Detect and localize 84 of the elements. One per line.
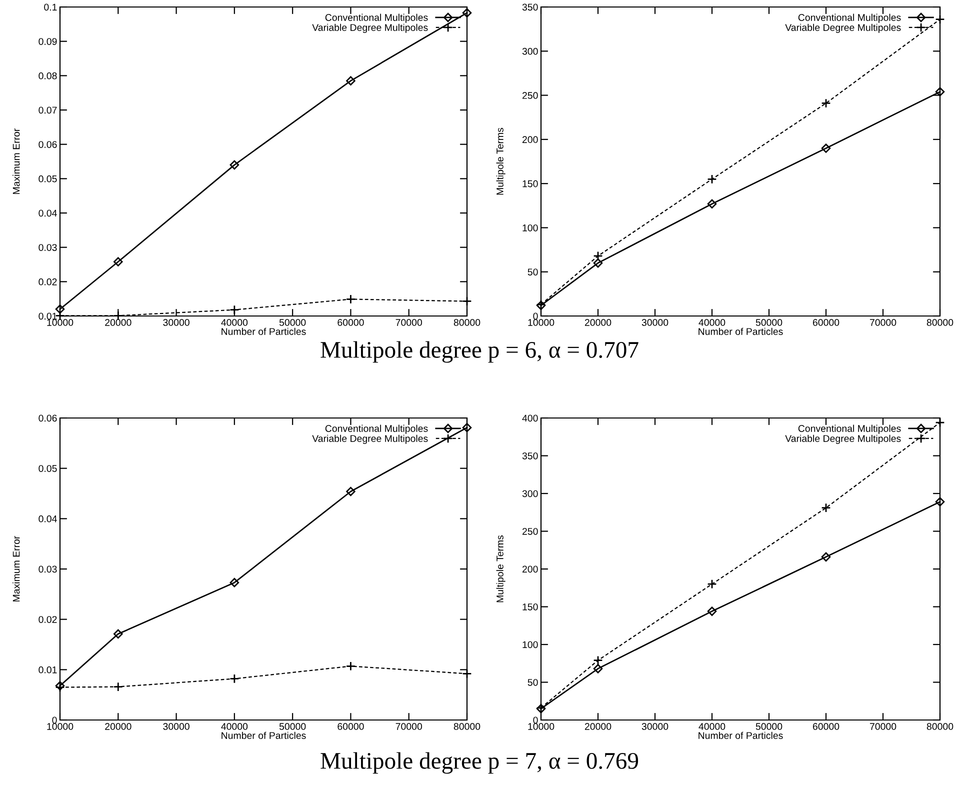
y-tick-label: 0.02 — [38, 278, 57, 286]
x-tick-label: 70000 — [870, 319, 896, 326]
y-tick-label: 0.06 — [38, 141, 57, 148]
y-tick-label: 200 — [522, 136, 538, 144]
x-tick-label: 40000 — [698, 723, 726, 730]
y-axis-title: Maximum Error — [12, 536, 20, 602]
legend-label: Variable Degree Multipoles — [312, 24, 428, 33]
x-tick-label: 70000 — [396, 319, 422, 326]
x-tick-label: 40000 — [221, 723, 248, 730]
x-tick-label: 20000 — [105, 723, 132, 730]
x-axis-title: Number of Particles — [698, 732, 783, 739]
x-tick-label: 50000 — [756, 723, 782, 730]
y-tick-label: 300 — [522, 48, 538, 55]
y-tick-label: 0.09 — [38, 38, 57, 45]
y-tick-label: 350 — [522, 452, 538, 460]
y-tick-label: 50 — [528, 268, 538, 276]
x-tick-label: 40000 — [221, 319, 248, 326]
y-tick-label: 100 — [522, 641, 538, 648]
x-tick-label: 30000 — [642, 723, 668, 730]
x-tick-label: 80000 — [454, 723, 480, 730]
legend-label: Variable Degree Multipoles — [785, 434, 901, 444]
x-axis-title: Number of Particles — [698, 328, 783, 335]
legend-label: Conventional Multipoles — [798, 424, 901, 434]
x-tick-label: 20000 — [584, 723, 612, 730]
x-tick-label: 50000 — [279, 319, 306, 326]
x-tick-label: 80000 — [926, 319, 954, 326]
y-tick-label: 0.06 — [38, 414, 57, 422]
x-tick-label: 10000 — [47, 319, 74, 326]
x-tick-label: 50000 — [756, 319, 782, 326]
x-tick-label: 30000 — [163, 723, 190, 730]
x-tick-label: 70000 — [396, 723, 422, 730]
y-tick-label: 0.03 — [38, 566, 57, 573]
y-tick-label: 100 — [522, 224, 538, 232]
x-tick-label: 70000 — [870, 723, 896, 730]
y-axis-title: Multipole Terms — [496, 535, 506, 602]
legend-label: Conventional Multipoles — [798, 14, 901, 23]
text: Multipole degree p = 7, α = 0.769 — [320, 752, 638, 774]
legend-label: Conventional Multipoles — [325, 14, 428, 23]
legend-label: Variable Degree Multipoles — [785, 24, 901, 33]
y-tick-label: 0 — [52, 716, 57, 724]
y-tick-label: 350 — [522, 4, 538, 11]
y-tick-label: 0.01 — [38, 312, 57, 320]
x-tick-label: 60000 — [338, 723, 364, 730]
y-tick-label: 400 — [522, 414, 538, 422]
x-tick-label: 10000 — [47, 723, 74, 730]
y-axis-title: Maximum Error — [12, 128, 20, 194]
x-tick-label: 80000 — [454, 319, 480, 326]
y-tick-label: 250 — [522, 92, 538, 99]
x-tick-label: 40000 — [698, 319, 726, 326]
y-tick-label: 200 — [522, 566, 538, 573]
y-tick-label: 0.05 — [38, 465, 57, 472]
x-tick-label: 30000 — [642, 319, 668, 326]
x-tick-label: 60000 — [338, 319, 364, 326]
legend-label: Conventional Multipoles — [325, 424, 428, 434]
y-tick-label: 0.04 — [38, 515, 57, 522]
x-tick-label: 20000 — [584, 319, 612, 326]
y-tick-label: 0 — [533, 312, 538, 320]
x-tick-label: 10000 — [528, 319, 554, 326]
y-tick-label: 0.01 — [38, 666, 57, 674]
y-tick-label: 150 — [522, 180, 538, 188]
x-tick-label: 30000 — [163, 319, 190, 326]
y-tick-label: 300 — [522, 490, 538, 498]
x-tick-label: 60000 — [812, 723, 840, 730]
y-tick-label: 50 — [528, 678, 538, 686]
y-tick-label: 0 — [533, 716, 538, 724]
x-tick-label: 80000 — [926, 723, 954, 730]
x-tick-label: 60000 — [812, 319, 840, 326]
y-tick-label: 0.08 — [38, 72, 57, 80]
y-tick-label: 0.05 — [38, 175, 57, 182]
legend-label: Variable Degree Multipoles — [312, 434, 428, 444]
x-tick-label: 10000 — [528, 723, 554, 730]
y-tick-label: 0.04 — [38, 210, 57, 217]
y-tick-label: 0.02 — [38, 616, 57, 623]
y-tick-label: 0.07 — [38, 106, 57, 114]
y-axis-title: Multipole Terms — [496, 128, 506, 195]
text: Multipole degree p = 6, α = 0.707 — [320, 341, 638, 363]
y-tick-label: 250 — [522, 528, 538, 535]
y-tick-label: 0.1 — [44, 4, 57, 11]
x-tick-label: 20000 — [105, 319, 132, 326]
x-axis-title: Number of Particles — [222, 328, 306, 335]
y-tick-label: 0.03 — [38, 244, 57, 251]
x-tick-label: 50000 — [279, 723, 306, 730]
x-axis-title: Number of Particles — [222, 732, 306, 739]
y-tick-label: 150 — [522, 603, 538, 610]
